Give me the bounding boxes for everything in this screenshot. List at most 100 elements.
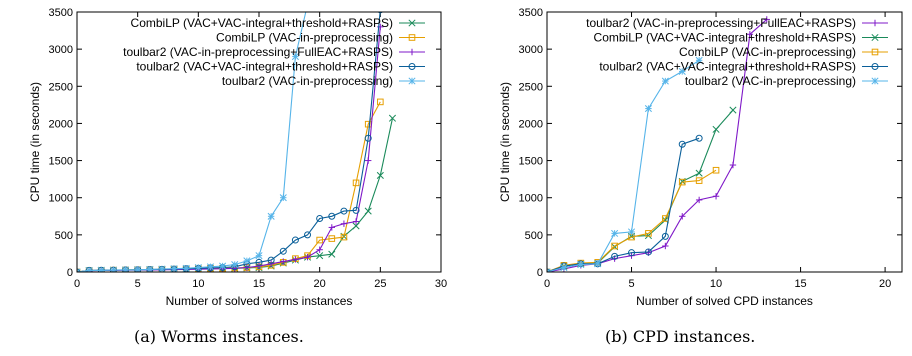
data-point <box>377 98 384 106</box>
series-line-0 <box>77 118 394 272</box>
data-point <box>352 218 360 225</box>
series-line-1 <box>77 101 381 272</box>
data-point <box>611 229 619 237</box>
data-point <box>158 265 166 272</box>
data-point <box>628 249 636 257</box>
y-tick-label: 3500 <box>49 7 73 19</box>
y-tick-label: 2000 <box>519 118 543 130</box>
data-point <box>712 166 720 174</box>
data-point <box>280 258 287 265</box>
y-tick-label: 2000 <box>49 118 73 130</box>
data-point <box>712 125 720 133</box>
data-point <box>304 253 311 261</box>
data-point <box>611 252 619 260</box>
data-point <box>194 263 202 272</box>
data-point <box>611 242 618 250</box>
chart-panel-worms: 0 5 10 15 20 25 30 0 500 1000 1500 2000 2500 3000 3500… <box>28 1 447 346</box>
data-point <box>267 260 275 268</box>
y-tick-label: 2500 <box>519 81 543 93</box>
data-point <box>243 257 251 265</box>
series-line-2 <box>547 169 717 272</box>
data-point <box>645 230 652 237</box>
data-point <box>695 134 703 142</box>
data-point <box>627 228 636 236</box>
legend-label-2: CombiLP (VAC-in-preprocessing) <box>679 45 856 59</box>
data-point <box>763 16 770 23</box>
data-point <box>109 266 117 272</box>
plot-frame <box>546 11 903 273</box>
legend-marker-1 <box>408 34 416 41</box>
legend-label-0: toulbar2 (VAC-in-preprocessing+FullEAC+R… <box>586 16 856 30</box>
legend-label-4: toulbar2 (VAC-in-preprocessing) <box>685 74 856 88</box>
data-point <box>292 256 299 263</box>
data-point <box>255 262 263 270</box>
legend-label-1: CombiLP (VAC-in-preprocessing) <box>216 31 393 45</box>
data-point <box>644 248 652 256</box>
data-point <box>364 207 372 215</box>
chart-panel-cpd: 0 5 10 15 20 0 500 1000 1500 2000 2500 3000 3500 Numb… <box>456 0 912 356</box>
y-axis-label: CPU time (in seconds) <box>498 82 512 202</box>
x-tick-label: 30 <box>435 278 447 290</box>
data-point <box>377 12 384 14</box>
x-tick-label: 20 <box>314 278 326 290</box>
data-point <box>304 1 310 7</box>
series-line-4 <box>547 59 700 272</box>
data-point <box>661 232 669 240</box>
legend-label-0: CombiLP (VAC+VAC-integral+threshold+RASP… <box>131 16 393 30</box>
data-point <box>97 266 105 272</box>
data-point <box>328 224 335 231</box>
legend-marker-0 <box>871 19 879 27</box>
x-axis-label: Number of solved CPD instances <box>636 294 813 308</box>
data-point <box>328 212 336 220</box>
x-tick-label: 0 <box>544 278 550 290</box>
x-tick-label: 10 <box>192 278 204 290</box>
x-tick-label: 25 <box>374 278 386 290</box>
x-tick-label: 5 <box>628 278 634 290</box>
y-axis-label: CPU time (in seconds) <box>28 82 42 202</box>
data-point <box>206 263 215 271</box>
y-tick-label: 500 <box>55 230 73 242</box>
x-tick-label: 10 <box>710 278 722 290</box>
data-point <box>121 266 130 272</box>
data-point <box>695 177 703 184</box>
legend-marker-2 <box>408 48 416 56</box>
y-tick-label: 1500 <box>519 156 543 168</box>
data-point <box>746 31 754 38</box>
data-point <box>678 140 686 148</box>
data-point <box>661 77 669 85</box>
legend-marker-2 <box>871 48 879 56</box>
chart-cpd: 0 5 10 15 20 0 500 1000 1500 2000 2500 3000 3500 Numb… <box>498 7 903 308</box>
data-point <box>352 206 360 214</box>
legend-marker-1 <box>871 33 879 42</box>
data-point <box>662 242 669 250</box>
data-point <box>695 169 703 177</box>
data-point <box>85 266 93 272</box>
data-point <box>695 196 703 204</box>
legend-label-3: toulbar2 (VAC+VAC-integral+threshold+RAS… <box>599 60 856 74</box>
series-line-1 <box>547 109 734 272</box>
data-point <box>304 231 312 239</box>
data-point <box>170 265 178 272</box>
data-point <box>219 262 227 270</box>
data-point <box>376 171 384 179</box>
data-point <box>316 236 323 244</box>
data-point <box>729 161 737 169</box>
y-tick-label: 1000 <box>49 193 73 205</box>
data-point <box>679 213 686 220</box>
data-point <box>328 250 336 258</box>
chart-worms: 0 5 10 15 20 25 30 0 500 1000 1500 2000 2500 3000 3500… <box>28 1 447 308</box>
data-point <box>678 178 686 186</box>
y-tick-label: 0 <box>67 267 73 279</box>
data-point <box>695 56 703 64</box>
data-point <box>279 247 287 255</box>
series-line-3 <box>547 137 700 272</box>
plot-frame <box>76 11 442 273</box>
caption-cpd: (b) CPD instances. <box>605 327 756 346</box>
legend-label-1: CombiLP (VAC+VAC-integral+threshold+RASP… <box>594 31 856 45</box>
plot-area <box>547 16 770 272</box>
plot-area <box>77 1 397 272</box>
x-tick-label: 15 <box>253 278 265 290</box>
data-point <box>547 268 551 272</box>
data-point <box>231 261 239 269</box>
data-point <box>328 235 336 242</box>
